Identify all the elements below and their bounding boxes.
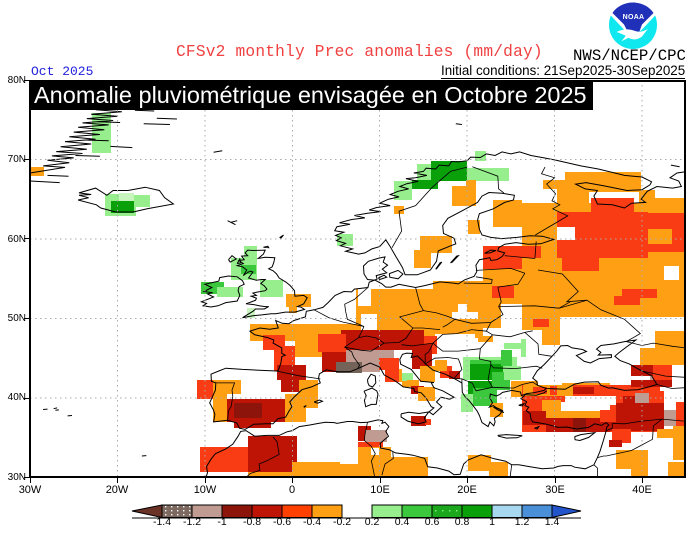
- svg-text:NOAA: NOAA: [623, 14, 645, 21]
